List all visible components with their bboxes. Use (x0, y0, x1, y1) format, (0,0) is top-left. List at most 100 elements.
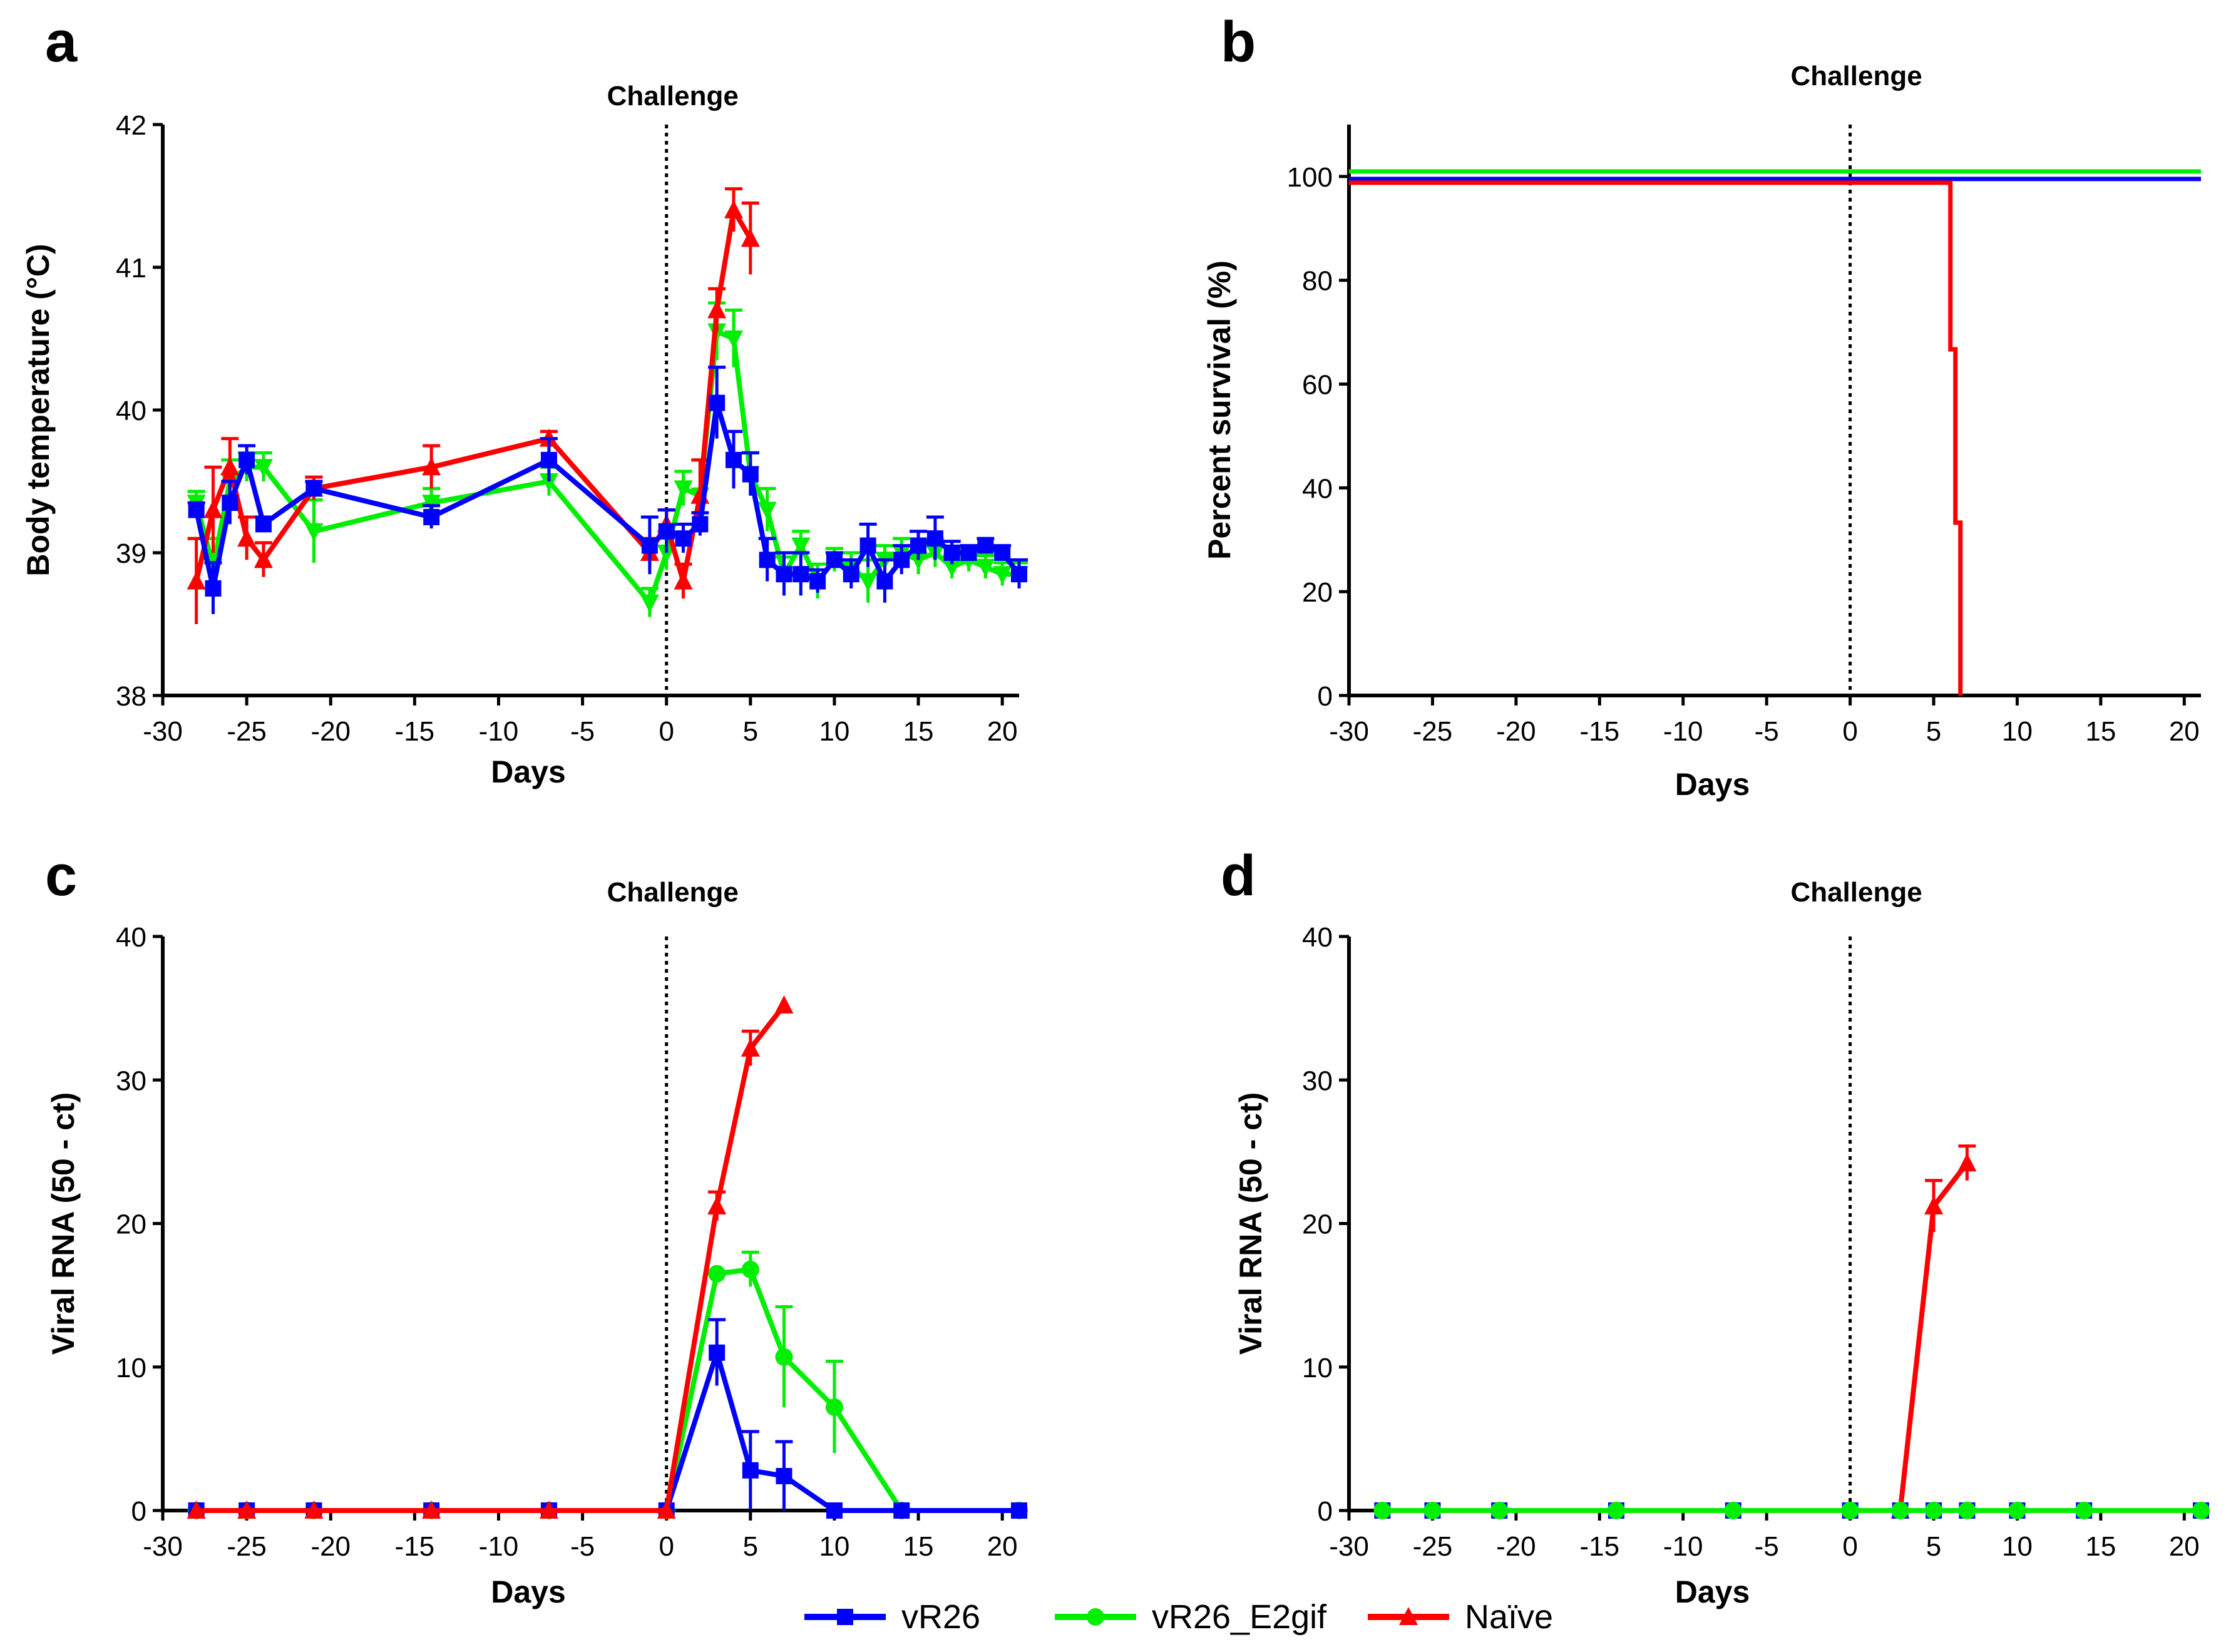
x-tick-label: -5 (1755, 1531, 1779, 1562)
data-point-vR26 (540, 451, 557, 468)
data-point-Naive (203, 500, 223, 518)
data-point-vR26_E2gif (976, 558, 995, 577)
series-line-Naive (196, 1003, 786, 1513)
y-tick-label: 40 (116, 922, 146, 953)
data-point-vR26 (826, 1502, 843, 1519)
data-point-Naive (741, 1038, 760, 1057)
panel-label: b (1221, 10, 1256, 74)
panel-a: a -30 -25 -20 -15 -10 -5 0 5 10 15 20 38 39 40 41 42 Days… (21, 10, 1028, 789)
y-axis-label: Percent survival (%) (1202, 260, 1237, 560)
y-axis-label: Viral RNA (50 - ct) (46, 1092, 81, 1355)
legend-marker-vR26 (837, 1609, 853, 1625)
data-point-Naive (1924, 1196, 1944, 1214)
data-point-vR26 (255, 516, 272, 533)
data-point-Naive (539, 1501, 558, 1519)
data-point-Naive (237, 1501, 257, 1519)
data-point-vR26_E2gif (708, 1265, 726, 1283)
challenge-annotation: Challenge (1790, 61, 1922, 91)
x-axis-label: Days (1675, 767, 1750, 802)
data-point-vR26 (692, 516, 709, 533)
challenge-annotation: Challenge (1790, 877, 1922, 908)
y-tick-label: 30 (1302, 1065, 1333, 1096)
data-point-vR26 (809, 573, 826, 590)
data-point-Naive (187, 1501, 206, 1519)
x-tick-label: -5 (570, 1531, 595, 1562)
data-point-vR26 (994, 545, 1011, 561)
x-tick-label: -25 (227, 1531, 267, 1562)
data-point-vR26 (1011, 566, 1027, 583)
data-point-Naive (774, 995, 794, 1014)
data-point-vR26_E2gif (1841, 1502, 1859, 1519)
y-tick-label: 30 (116, 1065, 146, 1096)
legend-label: vR26 (901, 1598, 980, 1636)
data-point-vR26 (675, 530, 692, 547)
data-point-vR26 (641, 537, 658, 554)
x-tick-label: -10 (479, 716, 519, 747)
data-point-vR26_E2gif (2192, 1502, 2210, 1519)
panel-c: c -30 -25 -20 -15 -10 -5 0 5 10 15 20 0 10 20 30 40 Days V… (45, 844, 1028, 1609)
x-tick-label: -30 (143, 1531, 183, 1562)
y-tick-label: 40 (1302, 922, 1333, 953)
x-tick-label: -15 (1579, 716, 1619, 747)
data-point-vR26 (977, 537, 994, 554)
y-tick-label: 80 (1302, 266, 1333, 297)
x-tick-label: 15 (2085, 1531, 2116, 1562)
data-point-Naive (707, 1196, 727, 1214)
x-tick-label: -15 (395, 1531, 435, 1562)
challenge-annotation: Challenge (607, 877, 739, 908)
data-point-vR26 (305, 480, 322, 497)
data-point-vR26 (1011, 1502, 1027, 1519)
data-point-vR26 (222, 495, 238, 511)
y-tick-label: 41 (116, 253, 146, 284)
data-point-vR26_E2gif (422, 495, 441, 513)
x-tick-label: 15 (903, 1531, 934, 1562)
panel-label: d (1221, 844, 1256, 908)
x-tick-label: 0 (1842, 716, 1857, 747)
y-axis-label: Viral RNA (50 - ct) (1233, 1092, 1268, 1355)
data-point-vR26_E2gif (254, 459, 273, 478)
x-tick-label: 10 (819, 716, 849, 747)
data-point-vR26_E2gif (640, 594, 659, 613)
data-point-Naive (674, 571, 693, 590)
x-tick-label: -15 (1579, 1531, 1619, 1562)
data-point-vR26_E2gif (1891, 1502, 1909, 1519)
data-point-vR26_E2gif (1958, 1502, 1976, 1519)
y-tick-label: 0 (131, 1496, 146, 1527)
x-tick-label: -20 (310, 716, 351, 747)
y-tick-label: 20 (116, 1209, 146, 1240)
x-axis-label: Days (491, 754, 566, 789)
data-point-vR26 (876, 573, 893, 590)
y-tick-label: 0 (1318, 681, 1333, 712)
x-tick-label: -20 (1496, 716, 1536, 747)
x-tick-label: -10 (1663, 1531, 1703, 1562)
data-point-Naive (741, 228, 760, 247)
data-point-vR26 (759, 552, 776, 568)
x-axis-label: Days (1675, 1574, 1750, 1609)
data-point-vR26_E2gif (304, 523, 324, 541)
data-point-vR26 (893, 552, 910, 568)
legend: vR26 vR26_E2gif Naïve (804, 1598, 1553, 1636)
data-point-vR26 (188, 501, 205, 518)
y-tick-label: 100 (1287, 162, 1333, 193)
data-point-Naive (304, 1501, 324, 1519)
data-point-Naive (187, 571, 206, 590)
data-point-vR26_E2gif (757, 501, 777, 520)
x-tick-label: 0 (659, 1531, 674, 1562)
data-point-Naive (237, 528, 257, 547)
legend-label: Naïve (1465, 1598, 1553, 1636)
data-point-vR26 (658, 523, 675, 540)
y-tick-label: 40 (1302, 473, 1333, 504)
data-point-vR26 (910, 537, 927, 554)
x-tick-label: 5 (1926, 716, 1941, 747)
data-point-vR26_E2gif (1607, 1502, 1625, 1519)
data-point-vR26_E2gif (825, 1398, 843, 1416)
y-tick-label: 0 (1318, 1496, 1333, 1527)
data-point-vR26 (826, 552, 843, 568)
data-point-vR26 (893, 1502, 910, 1519)
data-point-vR26 (859, 537, 876, 554)
x-tick-label: -30 (143, 716, 183, 747)
x-tick-label: 20 (2169, 716, 2200, 747)
y-tick-label: 20 (1302, 1209, 1333, 1240)
x-tick-label: 5 (1926, 1531, 1941, 1562)
